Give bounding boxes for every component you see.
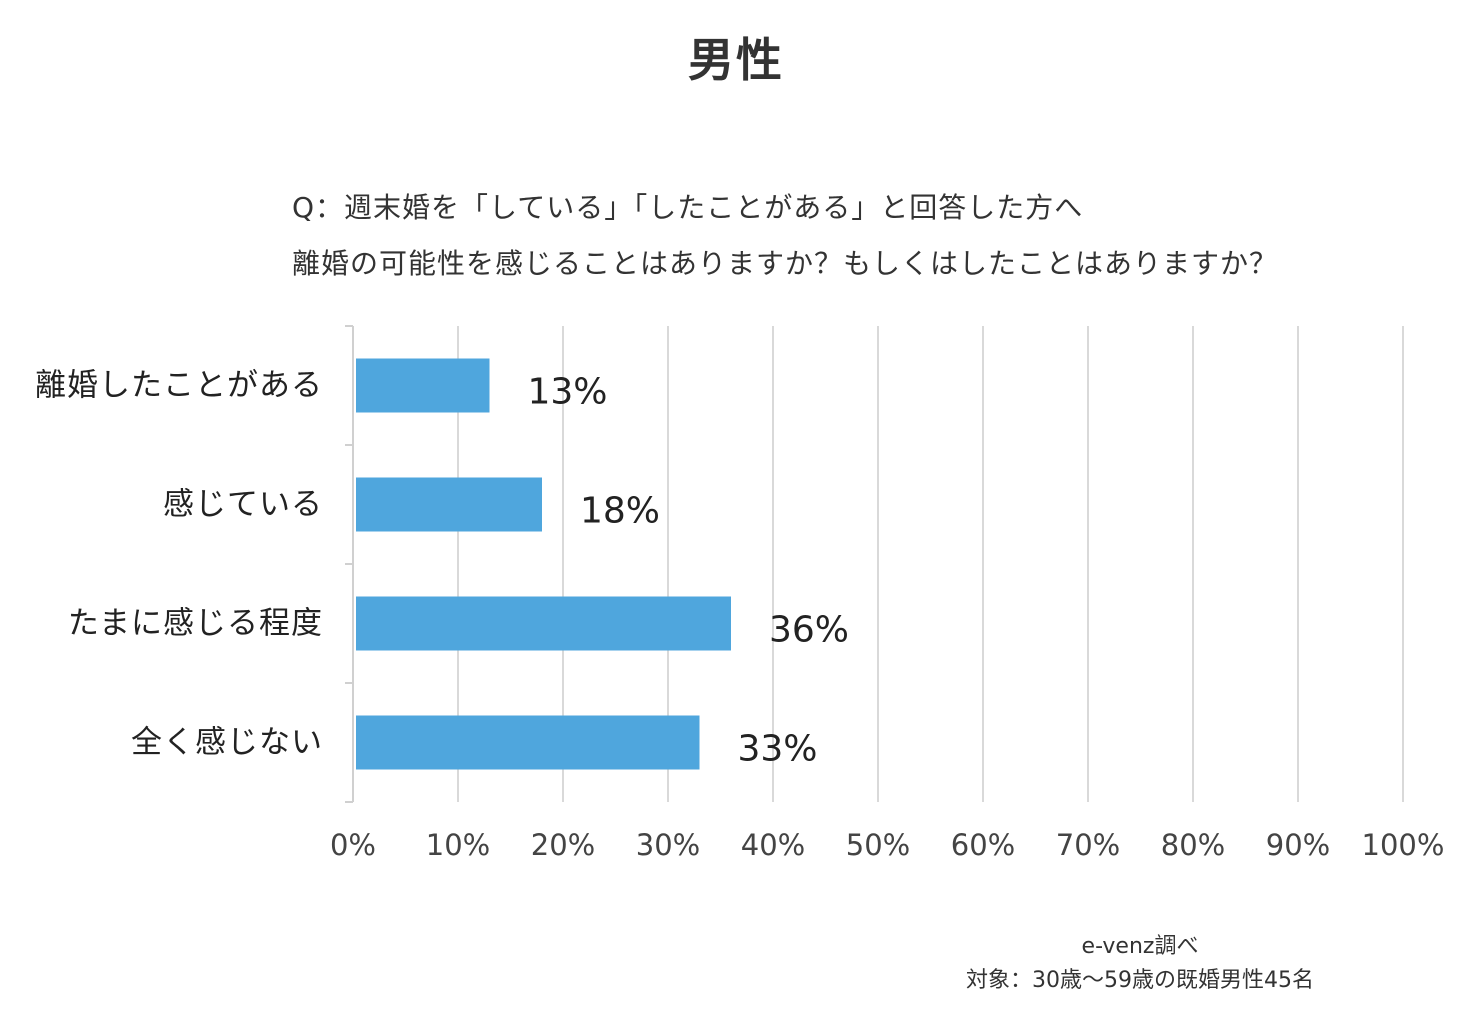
x-tick-label: 30% <box>636 828 700 862</box>
chart-title: 男性 <box>688 33 784 87</box>
x-tick-label: 90% <box>1266 828 1330 862</box>
x-tick-label: 10% <box>426 828 490 862</box>
x-tick-label: 80% <box>1161 828 1225 862</box>
category-label: たまに感じる程度 <box>68 606 323 642</box>
question-line-1: Q：週末婚を「している」「したことがある」と回答した方へ <box>292 191 1084 224</box>
source-note: e-venz調べ <box>1081 934 1199 959</box>
question-line-2: 離婚の可能性を感じることはありますか？もしくはしたことはありますか？ <box>292 247 1279 280</box>
x-tick-label: 70% <box>1056 828 1120 862</box>
survey-target-note: 対象：30歳～59歳の既婚男性45名 <box>966 968 1314 993</box>
x-tick-label: 100% <box>1362 828 1445 862</box>
bar <box>356 715 700 770</box>
data-label: 13% <box>528 372 608 413</box>
bar <box>356 596 731 651</box>
data-label: 18% <box>580 491 660 532</box>
x-tick-label: 40% <box>741 828 805 862</box>
bar <box>356 358 490 413</box>
bar <box>356 477 542 532</box>
x-tick-label: 0% <box>330 828 376 862</box>
data-label: 36% <box>769 610 849 651</box>
category-label: 離婚したことがある <box>35 368 323 404</box>
x-tick-label: 60% <box>951 828 1015 862</box>
x-tick-label: 50% <box>846 828 910 862</box>
category-label: 全く感じない <box>131 725 323 761</box>
x-tick-label: 20% <box>531 828 595 862</box>
data-label: 33% <box>738 729 818 770</box>
category-label: 感じている <box>163 487 323 523</box>
